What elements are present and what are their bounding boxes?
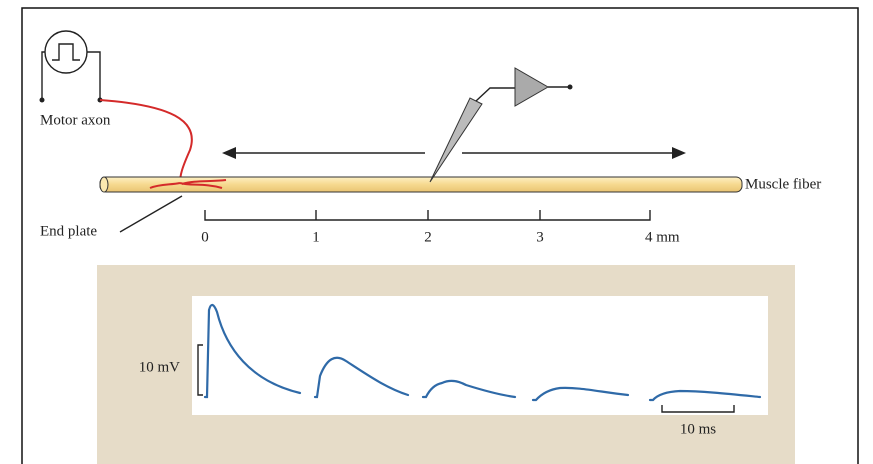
scale-label: 1 [312,229,320,245]
voltage-bar [197,344,203,396]
time-bar [661,405,735,413]
trace [421,379,517,399]
scale-label: 2 [424,229,432,245]
trace [203,303,302,399]
label: 10 ms [680,421,716,437]
label: Muscle fiber [745,176,821,192]
distance-scale [204,210,651,221]
label: Motor axon [40,112,111,128]
scale-label: 3 [536,229,544,245]
scale-label: 4 mm [645,229,680,245]
pointer [119,195,183,233]
trace [531,386,630,402]
label: 10 mV [139,359,180,375]
label: End plate [40,223,97,239]
trace [648,389,762,402]
trace [313,356,410,399]
propagation-arrows [222,147,686,159]
scale-label: 0 [201,229,209,245]
trace-area [192,296,768,415]
electrode [429,67,573,183]
